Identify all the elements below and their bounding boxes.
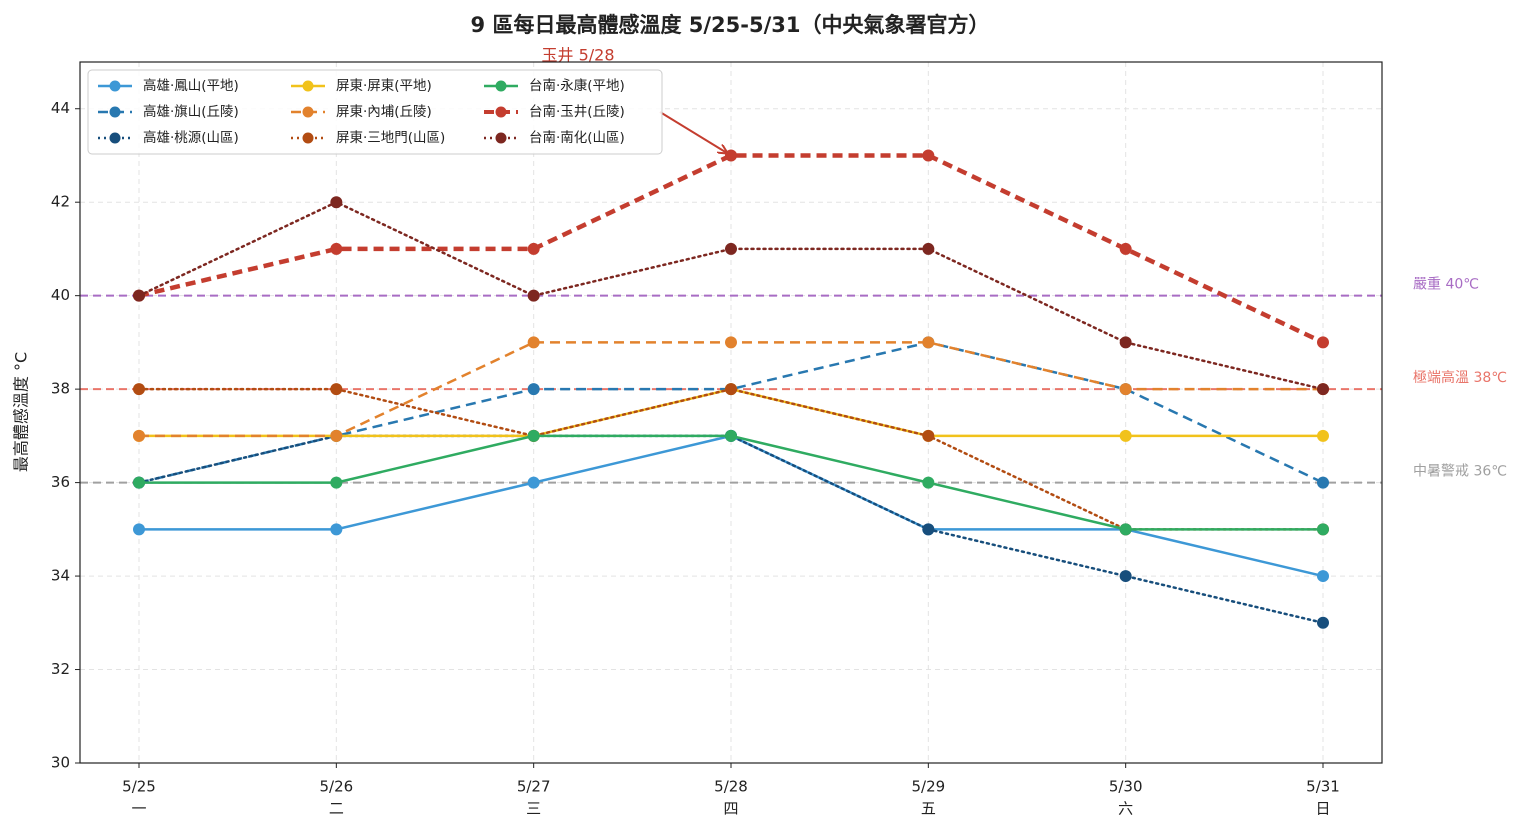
x-tick-label: 5/26 (319, 778, 353, 796)
data-point (1317, 476, 1329, 489)
data-point (133, 523, 145, 536)
data-point (922, 476, 935, 489)
legend-label: 屏東·屏東(平地) (336, 78, 432, 94)
y-tick-label: 42 (51, 193, 70, 211)
x-tick-sublabel: 三 (526, 800, 541, 818)
legend-label: 屏東·內埔(丘陵) (336, 104, 432, 120)
legend-label: 屏東·三地門(山區) (336, 130, 445, 146)
data-point (1317, 336, 1329, 349)
data-point (1119, 383, 1132, 396)
legend-label: 高雄·旗山(丘陵) (143, 103, 239, 120)
annotation: 玉井 5/28 (541, 46, 614, 65)
data-point (1119, 523, 1132, 536)
legend-label: 高雄·桃源(山區) (143, 129, 239, 146)
data-point (330, 523, 343, 536)
data-point (725, 242, 737, 255)
legend-marker (109, 106, 121, 118)
data-point (725, 429, 737, 442)
legend: 高雄·鳳山(平地) 高雄·旗山(丘陵) 高雄·桃源(山區) 屏東·屏東(平地) 屏東·內… (87, 69, 663, 155)
legend-marker (495, 132, 507, 144)
y-tick-label: 44 (51, 99, 70, 117)
legend-label: 高雄·鳳山(平地) (143, 77, 239, 94)
data-point (527, 429, 540, 442)
x-tick-label: 5/27 (517, 778, 551, 796)
x-tick-label: 5/25 (122, 778, 156, 796)
data-point (725, 383, 737, 396)
reference-label: 中暑警戒 36℃ (1413, 464, 1507, 480)
y-tick-label: 40 (51, 286, 70, 304)
y-tick-label: 38 (51, 380, 70, 398)
data-point (133, 383, 145, 396)
legend-marker (302, 132, 314, 144)
legend-label: 台南·南化(山區) (529, 130, 625, 146)
x-tick-label: 5/31 (1306, 778, 1340, 796)
x-tick-sublabel: 六 (1118, 800, 1133, 818)
x-tick-sublabel: 四 (723, 800, 738, 818)
data-point (725, 149, 737, 162)
data-point (330, 242, 343, 255)
data-point (1119, 429, 1132, 442)
chart-title: 9 區每日最高體感溫度 5/25-5/31（中央氣象署官方） (471, 13, 990, 37)
data-point (330, 429, 343, 442)
legend-marker (495, 106, 507, 118)
legend-marker (302, 106, 314, 118)
plot-frame (79, 61, 1383, 764)
data-point (725, 336, 737, 349)
data-point (330, 383, 343, 396)
legend-marker (109, 132, 121, 144)
data-point (133, 289, 145, 302)
y-tick-label: 32 (51, 660, 70, 678)
data-point (330, 476, 343, 489)
data-point (922, 523, 935, 536)
data-point (527, 383, 540, 396)
y-axis-label: 最高體感溫度 °C (12, 352, 31, 472)
legend-marker (302, 80, 314, 92)
x-tick-label: 5/28 (714, 778, 748, 796)
data-point (1119, 336, 1132, 349)
reference-label: 極端高溫 38℃ (1413, 369, 1507, 386)
data-point (1317, 383, 1329, 396)
legend-label: 台南·玉井(丘陵) (529, 104, 625, 120)
data-point (527, 336, 540, 349)
reference-label: 嚴重 40℃ (1413, 277, 1479, 293)
data-point (133, 429, 145, 442)
data-point (527, 242, 540, 255)
x-tick-sublabel: 一 (131, 800, 146, 818)
legend-marker (495, 80, 507, 92)
data-point (133, 476, 145, 489)
data-point (330, 196, 343, 209)
y-tick-label: 30 (51, 754, 70, 772)
x-tick-sublabel: 日 (1315, 800, 1330, 818)
data-point (922, 336, 935, 349)
data-point (1317, 570, 1329, 583)
data-point (1119, 242, 1132, 255)
data-point (922, 429, 935, 442)
data-point (527, 289, 540, 302)
y-tick-label: 34 (51, 567, 70, 585)
legend-marker (109, 80, 121, 92)
data-point (527, 476, 540, 489)
y-tick-label: 36 (51, 473, 70, 491)
data-point (1317, 429, 1329, 442)
data-point (1317, 523, 1329, 536)
x-tick-sublabel: 二 (329, 800, 344, 818)
legend-label: 台南·永康(平地) (529, 77, 625, 94)
legend-box (87, 69, 663, 155)
x-tick-sublabel: 五 (921, 800, 936, 818)
data-point (1317, 616, 1329, 629)
annotation-arrow (659, 111, 727, 153)
data-point (922, 242, 935, 255)
x-tick-label: 5/30 (1109, 778, 1143, 796)
x-tick-label: 5/29 (911, 778, 945, 796)
data-point (922, 149, 935, 162)
data-point (1119, 570, 1132, 583)
